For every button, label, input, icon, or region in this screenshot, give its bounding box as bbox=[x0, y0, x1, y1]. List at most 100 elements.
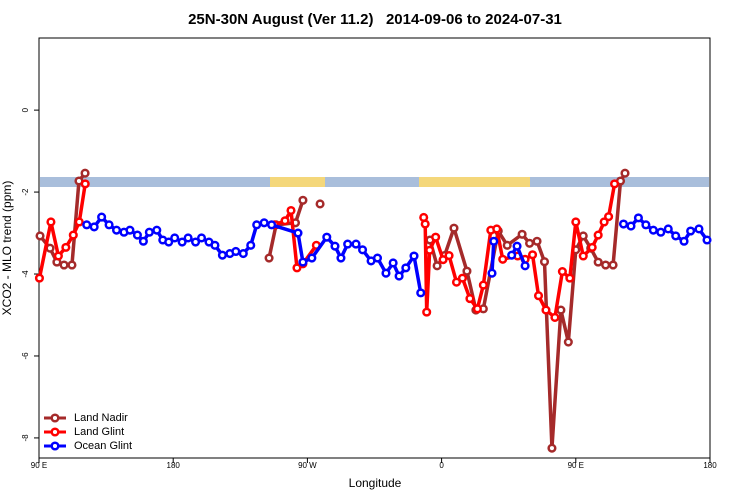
data-point bbox=[451, 277, 462, 287]
data-point bbox=[144, 227, 154, 237]
data-point bbox=[601, 260, 611, 270]
data-point bbox=[465, 294, 475, 304]
data-point bbox=[97, 212, 107, 222]
y-tick-label: 0 bbox=[21, 107, 30, 112]
data-point bbox=[177, 237, 187, 247]
data-point bbox=[401, 263, 411, 273]
data-point bbox=[626, 221, 636, 231]
data-point bbox=[462, 266, 472, 276]
data-point bbox=[507, 250, 517, 260]
data-point bbox=[487, 268, 497, 278]
data-point bbox=[388, 258, 398, 268]
data-point bbox=[259, 218, 269, 228]
data-point bbox=[563, 337, 573, 347]
data-point bbox=[550, 312, 560, 323]
data-point bbox=[557, 267, 567, 277]
data-point bbox=[679, 236, 689, 246]
data-point bbox=[502, 240, 512, 250]
data-point bbox=[196, 233, 207, 243]
data-point bbox=[80, 168, 90, 178]
data-point bbox=[80, 179, 90, 189]
data-point bbox=[322, 232, 332, 242]
x-tick-label: 90 W bbox=[298, 461, 317, 470]
data-point bbox=[525, 238, 535, 248]
data-point bbox=[34, 273, 44, 283]
data-point bbox=[671, 231, 681, 241]
legend-swatch-point bbox=[50, 427, 60, 437]
chart-title: 25N-30N August (Ver 11.2) 2014-09-06 to … bbox=[188, 11, 562, 28]
data-point bbox=[53, 251, 63, 261]
data-point bbox=[498, 254, 508, 264]
data-point bbox=[35, 231, 45, 241]
data-point bbox=[74, 217, 84, 227]
data-point bbox=[492, 224, 502, 234]
data-point bbox=[604, 212, 614, 222]
data-point bbox=[593, 257, 603, 267]
data-point bbox=[648, 225, 658, 235]
data-point bbox=[267, 220, 277, 230]
x-axis-label: Longitude bbox=[349, 476, 402, 490]
legend-label: Land Nadir bbox=[74, 412, 128, 424]
data-point bbox=[372, 253, 383, 263]
data-point bbox=[478, 280, 488, 290]
data-point bbox=[438, 255, 448, 265]
data-point bbox=[164, 237, 174, 247]
data-point bbox=[264, 253, 274, 263]
data-point bbox=[565, 273, 575, 283]
data-point bbox=[571, 217, 581, 227]
data-point bbox=[520, 261, 530, 271]
data-point bbox=[293, 228, 303, 238]
legend-label: Land Glint bbox=[74, 426, 124, 438]
data-point bbox=[111, 225, 122, 235]
data-point bbox=[620, 168, 630, 178]
data-point bbox=[528, 250, 538, 260]
data-point bbox=[298, 195, 308, 205]
data-point bbox=[593, 230, 603, 240]
plot-frame bbox=[38, 37, 711, 459]
data-point bbox=[409, 251, 419, 261]
data-point bbox=[517, 229, 527, 239]
map-strip-land bbox=[270, 177, 325, 187]
data-point bbox=[541, 305, 551, 315]
data-point bbox=[351, 239, 361, 249]
data-point bbox=[59, 260, 69, 270]
data-point bbox=[336, 253, 346, 263]
data-point bbox=[132, 230, 142, 240]
data-point bbox=[138, 236, 148, 246]
data-point bbox=[457, 273, 468, 283]
data-point bbox=[298, 257, 308, 267]
data-point bbox=[89, 222, 99, 232]
data-point bbox=[533, 291, 544, 301]
y-tick-label: -8 bbox=[21, 434, 30, 442]
data-point bbox=[104, 220, 114, 230]
data-point bbox=[449, 223, 459, 233]
data-point bbox=[578, 251, 588, 261]
data-point bbox=[425, 245, 435, 255]
data-point bbox=[422, 307, 432, 317]
data-point bbox=[46, 217, 56, 227]
data-point bbox=[381, 268, 391, 278]
x-tick-label: 90 E bbox=[31, 461, 47, 470]
data-point bbox=[183, 233, 193, 243]
data-point bbox=[702, 235, 712, 245]
data-point bbox=[252, 220, 262, 230]
data-point bbox=[641, 220, 651, 230]
data-point bbox=[61, 242, 71, 252]
data-point bbox=[431, 232, 441, 242]
data-point bbox=[67, 260, 77, 270]
data-point bbox=[547, 443, 557, 453]
data-point bbox=[489, 236, 499, 246]
data-point bbox=[618, 219, 629, 229]
data-point bbox=[238, 248, 248, 259]
data-point bbox=[292, 263, 302, 273]
x-tick-label: 0 bbox=[439, 461, 444, 470]
data-point bbox=[280, 216, 290, 226]
data-point bbox=[472, 304, 482, 314]
data-point bbox=[246, 240, 256, 250]
legend-swatch-point bbox=[50, 413, 60, 423]
data-point bbox=[694, 224, 704, 234]
data-point bbox=[68, 230, 78, 240]
data-point bbox=[663, 224, 673, 234]
data-point bbox=[633, 213, 643, 223]
